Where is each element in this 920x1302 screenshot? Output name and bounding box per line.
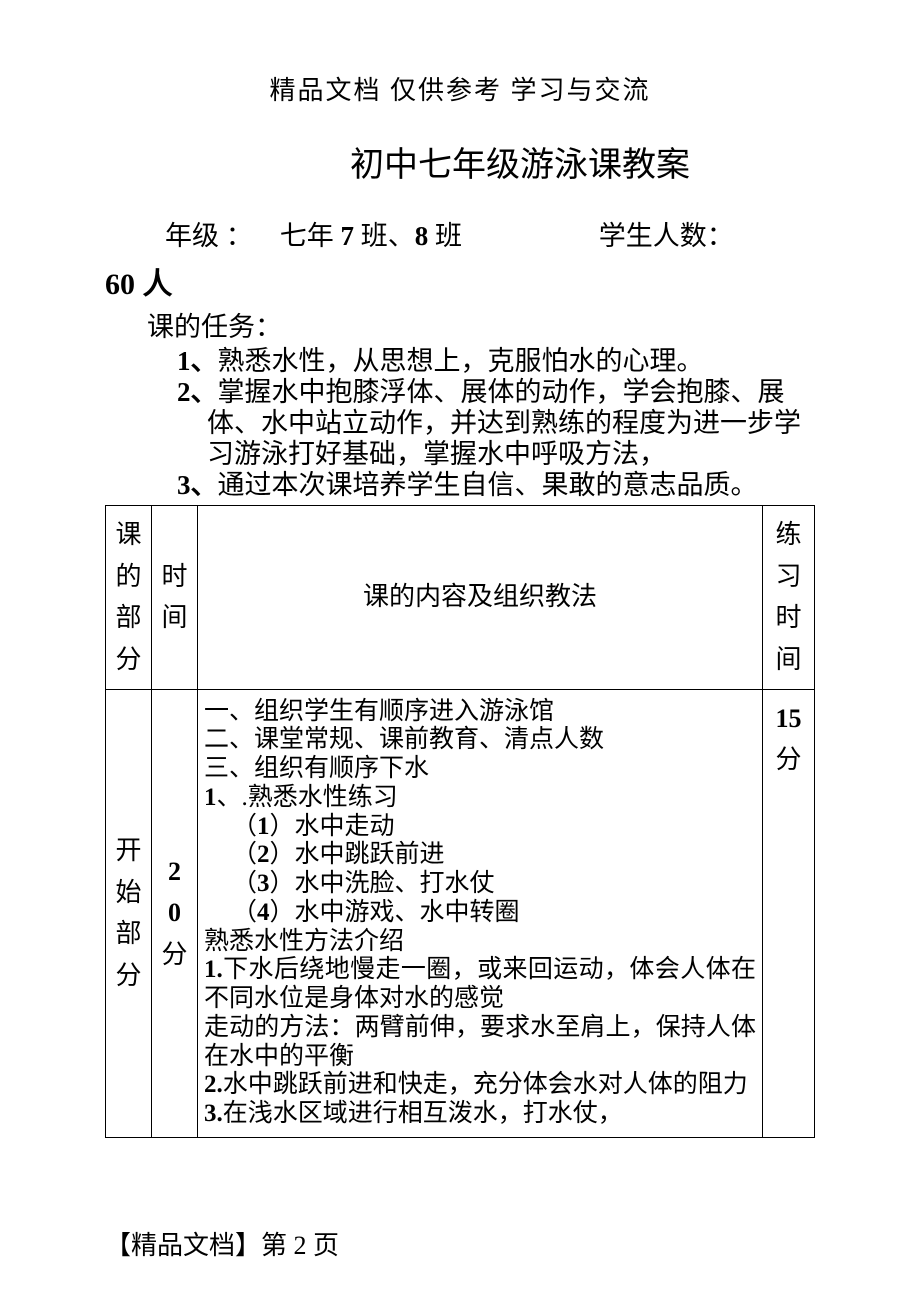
students-value: 60 人	[105, 259, 815, 303]
grade-label: 年级 ：	[165, 221, 253, 251]
cell-content: 一、组织学生有顺序进入游泳馆 二、课堂常规、课前教育、清点人数 三、组织有顺序下…	[198, 689, 763, 1137]
cell-practice: 15分	[763, 689, 815, 1137]
lesson-table: 课的部分 时间 课的内容及组织教法 练习时间 开始部分 20分 一、组织学生有顺…	[105, 505, 815, 1138]
page-footer: 【精品文档】第 2 页	[105, 1225, 339, 1262]
cell-part: 开始部分	[106, 689, 152, 1137]
tasks-label: 课的任务：	[105, 305, 815, 344]
table-header-row: 课的部分 时间 课的内容及组织教法 练习时间	[106, 506, 815, 689]
table-row: 开始部分 20分 一、组织学生有顺序进入游泳馆 二、课堂常规、课前教育、清点人数…	[106, 689, 815, 1137]
th-practice: 练习时间	[763, 506, 815, 689]
meta-line-1: 年级 ： 七年 7 班、8 班 学生人数：	[105, 214, 815, 253]
grade-value: 七年 7 班、8 班	[280, 221, 462, 251]
th-part: 课的部分	[106, 506, 152, 689]
top-header: 精品文档 仅供参考 学习与交流	[105, 70, 815, 107]
cell-time: 20分	[152, 689, 198, 1137]
th-content: 课的内容及组织教法	[198, 506, 763, 689]
task-item-1: 1、熟悉水性，从思想上，克服怕水的心理。	[135, 346, 815, 377]
task-item-3: 3、通过本次课培养学生自信、果敢的意志品质。	[135, 470, 815, 501]
students-label: 学生人数：	[599, 221, 734, 251]
th-time: 时间	[152, 506, 198, 689]
task-item-2: 2、掌握水中抱膝浮体、展体的动作，学会抱膝、展体、水中站立动作，并达到熟练的程度…	[135, 377, 815, 470]
page-title: 初中七年级游泳课教案	[105, 137, 815, 186]
